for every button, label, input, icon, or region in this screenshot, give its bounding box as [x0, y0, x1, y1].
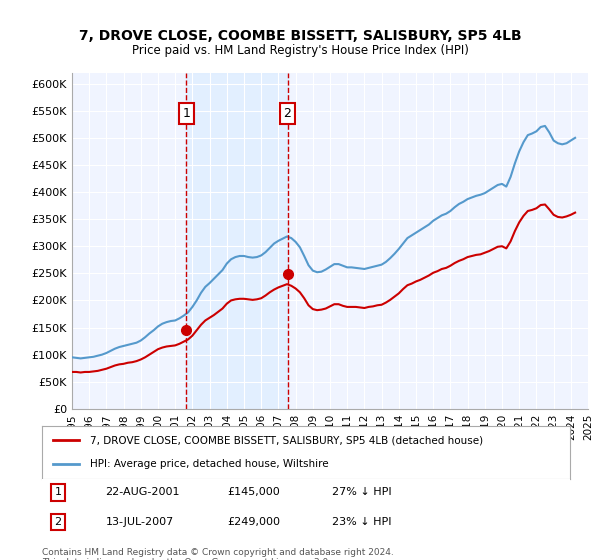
Text: 13-JUL-2007: 13-JUL-2007 — [106, 517, 173, 527]
Text: Contains HM Land Registry data © Crown copyright and database right 2024.
This d: Contains HM Land Registry data © Crown c… — [42, 548, 394, 560]
Text: 2: 2 — [284, 107, 292, 120]
Text: £249,000: £249,000 — [227, 517, 280, 527]
Text: Price paid vs. HM Land Registry's House Price Index (HPI): Price paid vs. HM Land Registry's House … — [131, 44, 469, 57]
Text: 7, DROVE CLOSE, COOMBE BISSETT, SALISBURY, SP5 4LB (detached house): 7, DROVE CLOSE, COOMBE BISSETT, SALISBUR… — [89, 436, 482, 446]
Text: £145,000: £145,000 — [227, 487, 280, 497]
Text: HPI: Average price, detached house, Wiltshire: HPI: Average price, detached house, Wilt… — [89, 459, 328, 469]
Bar — [186, 73, 287, 409]
Text: 1: 1 — [182, 107, 190, 120]
Text: 7, DROVE CLOSE, COOMBE BISSETT, SALISBURY, SP5 4LB: 7, DROVE CLOSE, COOMBE BISSETT, SALISBUR… — [79, 29, 521, 44]
Text: 27% ↓ HPI: 27% ↓ HPI — [332, 487, 392, 497]
Text: 1: 1 — [55, 487, 61, 497]
Text: 2: 2 — [54, 517, 61, 527]
Text: 22-AUG-2001: 22-AUG-2001 — [106, 487, 180, 497]
Text: 23% ↓ HPI: 23% ↓ HPI — [332, 517, 392, 527]
